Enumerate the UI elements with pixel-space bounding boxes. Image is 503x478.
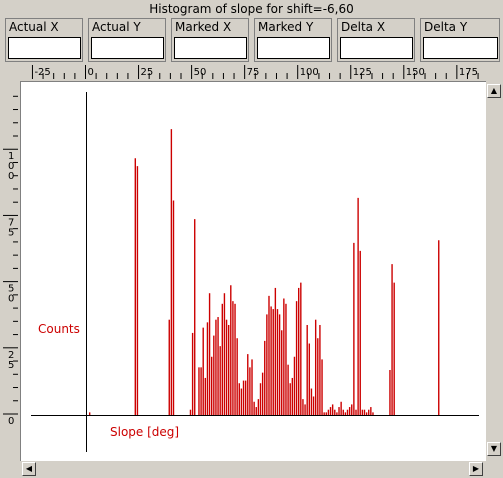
ruler-y-label: 5	[8, 360, 14, 371]
y-axis-label: Counts	[38, 322, 80, 336]
actual-y-group: Actual Y	[88, 18, 166, 62]
marked-y-field[interactable]	[257, 37, 330, 59]
actual-y-label: Actual Y	[92, 20, 141, 34]
actual-y-field[interactable]	[91, 37, 164, 59]
marked-y-group: Marked Y	[254, 18, 332, 62]
horizontal-ruler-graphic: -25 0 25 50 75 100 125 150 175	[31, 65, 479, 79]
actual-x-label: Actual X	[9, 20, 59, 34]
delta-x-label: Delta X	[341, 20, 386, 34]
ruler-y-label: 5	[8, 284, 14, 295]
marked-y-label: Marked Y	[258, 20, 314, 34]
scroll-up-arrow-icon[interactable]: ▲	[487, 84, 501, 98]
vertical-scrollbar[interactable]: ▲ ▼	[486, 81, 502, 462]
actual-x-field[interactable]	[8, 37, 81, 59]
delta-y-label: Delta Y	[424, 20, 468, 34]
marked-x-group: Marked X	[171, 18, 249, 62]
delta-y-field[interactable]	[423, 37, 498, 59]
scroll-right-arrow-icon[interactable]: ▶	[469, 462, 483, 476]
ruler-y-label: 1	[8, 151, 14, 162]
histogram-bars	[88, 129, 440, 415]
scroll-down-arrow-icon[interactable]: ▼	[487, 442, 501, 456]
ruler-x-label: 125	[353, 67, 372, 78]
marked-x-field[interactable]	[174, 37, 247, 59]
scroll-left-arrow-icon[interactable]: ◀	[22, 462, 36, 476]
actual-x-group: Actual X	[5, 18, 83, 62]
horizontal-scrollbar[interactable]: ◀ ▶	[20, 461, 486, 477]
delta-x-field[interactable]	[340, 37, 413, 59]
ruler-x-label: 25	[141, 67, 154, 78]
delta-x-group: Delta X	[337, 18, 415, 62]
delta-y-group: Delta Y	[420, 18, 500, 62]
ruler-y-label: 7	[8, 217, 14, 228]
x-axis-label: Slope [deg]	[110, 425, 179, 439]
plot-area[interactable]: Counts Slope [deg]	[20, 81, 487, 461]
ruler-x-label: 0	[88, 67, 94, 78]
horizontal-ruler: -25 0 25 50 75 100 125 150 175	[17, 64, 485, 81]
histogram-chart: Counts Slope [deg]	[31, 92, 479, 452]
window-title: Histogram of slope for shift=-6,60	[149, 2, 354, 16]
marked-x-label: Marked X	[175, 20, 232, 34]
ruler-x-label: 50	[194, 67, 207, 78]
ruler-y-label: 0	[8, 416, 14, 427]
ruler-y-label: 2	[8, 350, 14, 361]
ruler-y-label: 0	[8, 161, 14, 172]
ruler-x-label: 75	[247, 67, 260, 78]
ruler-x-label: -25	[34, 67, 50, 78]
ruler-y-label: 5	[8, 227, 14, 238]
ruler-x-label: 100	[300, 67, 319, 78]
ruler-x-label: 175	[459, 67, 478, 78]
ruler-y-label: 0	[8, 171, 14, 182]
ruler-y-label: 0	[8, 294, 14, 305]
ruler-x-label: 150	[406, 67, 425, 78]
